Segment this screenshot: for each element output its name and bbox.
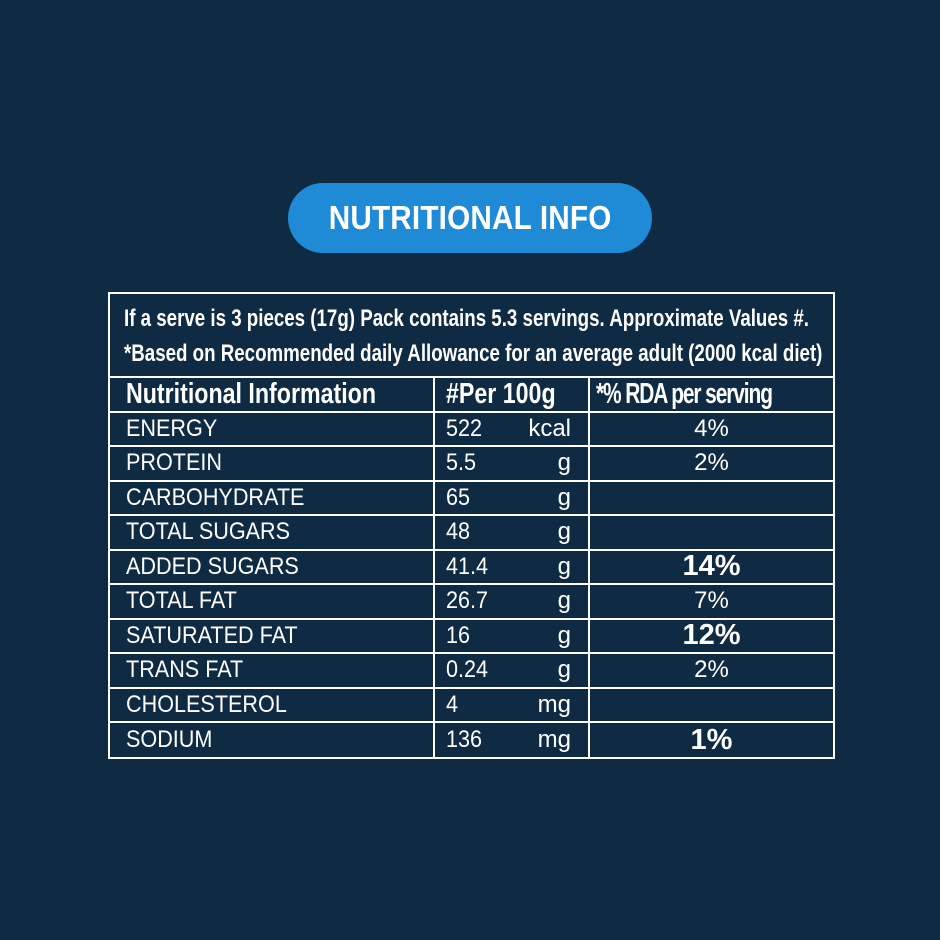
nutrient-value: 26.7 (446, 587, 489, 615)
nutrient-rda: 2% (694, 656, 729, 684)
nutrient-value: 16 (446, 621, 471, 649)
rda-basis-text: *Based on Recommended daily Allowance fo… (124, 340, 823, 367)
nutrient-unit: g (557, 656, 571, 684)
header-rda: *% RDA per serving (596, 378, 839, 411)
header-nutrient: Nutritional Information (126, 377, 377, 410)
nutrient-rda (590, 482, 833, 515)
nutrient-name: TOTAL FAT (126, 587, 237, 615)
nutrient-value: 41.4 (446, 552, 489, 580)
nutrient-unit: g (557, 621, 571, 649)
table-row: TOTAL FAT 26.7 g 7% (110, 585, 833, 620)
badge-title: NUTRITIONAL INFO (328, 199, 612, 236)
nutrient-unit: g (557, 483, 571, 511)
nutrient-rda (590, 516, 833, 549)
nutrient-value: 5.5 (446, 449, 477, 477)
nutrient-unit: g (557, 518, 571, 546)
nutrient-unit: g (557, 449, 571, 477)
nutrient-name: SODIUM (126, 726, 213, 754)
nutrient-rda: 7% (694, 587, 729, 615)
nutrient-value: 522 (446, 414, 483, 442)
nutrient-name: PROTEIN (126, 449, 223, 477)
table-row: CHOLESTEROL 4 mg (110, 689, 833, 723)
nutrient-rda: 14% (682, 550, 741, 583)
table-row: SODIUM 136 mg 1% (110, 723, 833, 758)
nutrient-unit: mg (537, 726, 571, 754)
nutrient-unit: kcal (528, 414, 571, 442)
table-row: ENERGY 522 kcal 4% (110, 413, 833, 447)
header-rda-text: *% RDA per serving (596, 377, 773, 410)
nutrient-rda: 12% (682, 619, 741, 652)
nutrient-name: ENERGY (126, 414, 218, 442)
nutrient-value: 48 (446, 518, 471, 546)
nutrient-unit: mg (537, 690, 571, 718)
table-row: TRANS FAT 0.24 g 2% (110, 654, 833, 689)
nutrient-name: TOTAL SUGARS (126, 518, 291, 546)
nutrient-name: CHOLESTEROL (126, 690, 287, 718)
nutrient-rda: 4% (694, 414, 729, 442)
table-row: ADDED SUGARS 41.4 g 14% (110, 550, 833, 585)
serving-note: If a serve is 3 pieces (17g) Pack contai… (110, 294, 833, 378)
nutrition-table: Nutritional Information #Per 100g *% RDA… (110, 378, 833, 757)
nutrition-panel: If a serve is 3 pieces (17g) Pack contai… (108, 292, 835, 759)
nutrient-name: TRANS FAT (126, 656, 244, 684)
table-row: PROTEIN 5.5 g 2% (110, 447, 833, 482)
header-per-100g: #Per 100g (446, 377, 556, 410)
nutrient-name: ADDED SUGARS (126, 552, 299, 580)
title-badge: NUTRITIONAL INFO (288, 183, 652, 253)
table-row: SATURATED FAT 16 g 12% (110, 619, 833, 654)
serving-info-text: If a serve is 3 pieces (17g) Pack contai… (124, 305, 809, 332)
nutrient-rda: 2% (694, 449, 729, 477)
nutrient-name: SATURATED FAT (126, 621, 298, 649)
nutrient-value: 136 (446, 726, 483, 754)
table-header-row: Nutritional Information #Per 100g *% RDA… (110, 378, 833, 413)
nutrient-rda: 1% (690, 723, 733, 756)
table-row: TOTAL SUGARS 48 g (110, 516, 833, 551)
column-divider (433, 378, 435, 757)
table-row: CARBOHYDRATE 65 g (110, 482, 833, 516)
column-divider (588, 378, 590, 757)
nutrient-unit: g (557, 587, 571, 615)
nutrient-value: 0.24 (446, 656, 489, 684)
nutrient-rda (590, 689, 833, 722)
nutrient-name: CARBOHYDRATE (126, 483, 305, 511)
nutrient-value: 4 (446, 690, 459, 718)
nutrient-value: 65 (446, 483, 471, 511)
nutrient-unit: g (557, 552, 571, 580)
